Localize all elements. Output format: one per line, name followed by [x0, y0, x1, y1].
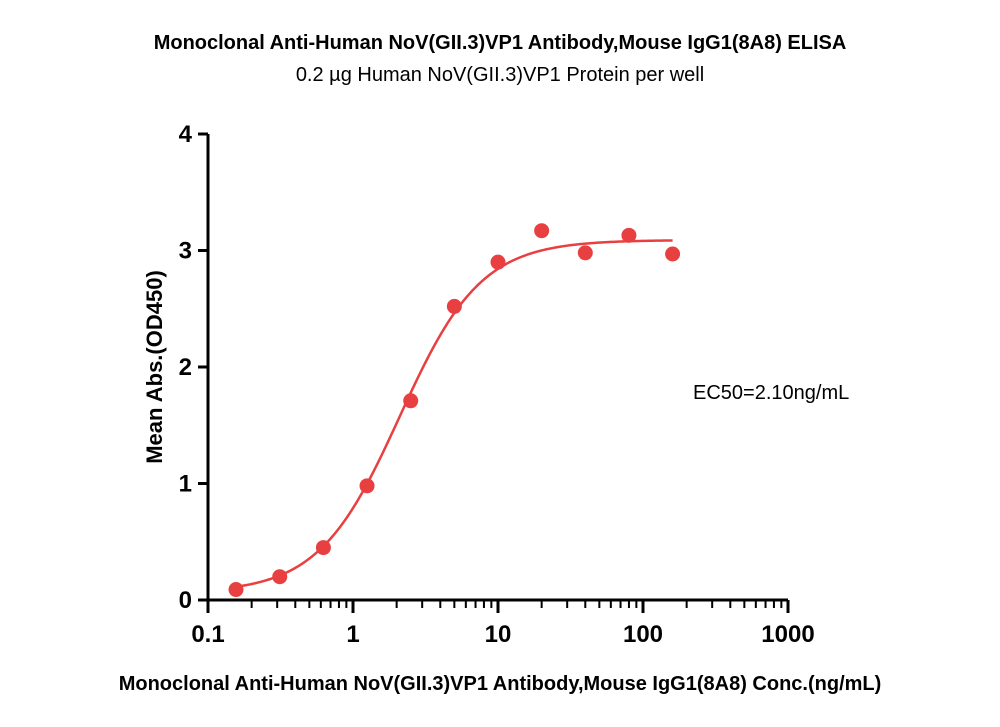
axes: 0 1 2 3 4 0.1 1 10 100 1000	[179, 121, 815, 648]
data-point	[621, 227, 637, 243]
y-tick-label: 3	[179, 238, 192, 265]
data-point	[490, 254, 506, 270]
data-points	[228, 223, 681, 598]
data-point	[315, 540, 331, 556]
x-tick-label: 1	[346, 621, 359, 648]
fit-curve	[235, 239, 673, 589]
data-point	[534, 223, 550, 239]
data-point	[228, 582, 244, 598]
x-tick-label: 10	[485, 621, 512, 648]
chart-title: Monoclonal Anti-Human NoV(GII.3)VP1 Anti…	[153, 32, 847, 54]
y-tick-label: 1	[179, 471, 192, 498]
x-axis-label: Monoclonal Anti-Human NoV(GII.3)VP1 Anti…	[119, 673, 882, 695]
x-tick-label: 0.1	[191, 621, 224, 648]
x-tick-label: 100	[623, 621, 663, 648]
data-point	[359, 478, 375, 494]
y-axis-label: Mean Abs.(OD450)	[142, 270, 167, 464]
data-point	[577, 245, 593, 261]
y-tick-label: 2	[179, 354, 192, 381]
data-point	[403, 393, 419, 409]
y-tick-label: 0	[179, 587, 192, 614]
chart-subtitle: 0.2 µg Human NoV(GII.3)VP1 Protein per w…	[295, 64, 705, 86]
data-point	[665, 246, 681, 262]
x-tick-label: 1000	[761, 621, 814, 648]
ec50-annotation: EC50=2.10ng/mL	[693, 382, 849, 404]
y-tick-label: 4	[179, 121, 193, 148]
data-point	[446, 298, 462, 314]
data-point	[272, 569, 288, 585]
